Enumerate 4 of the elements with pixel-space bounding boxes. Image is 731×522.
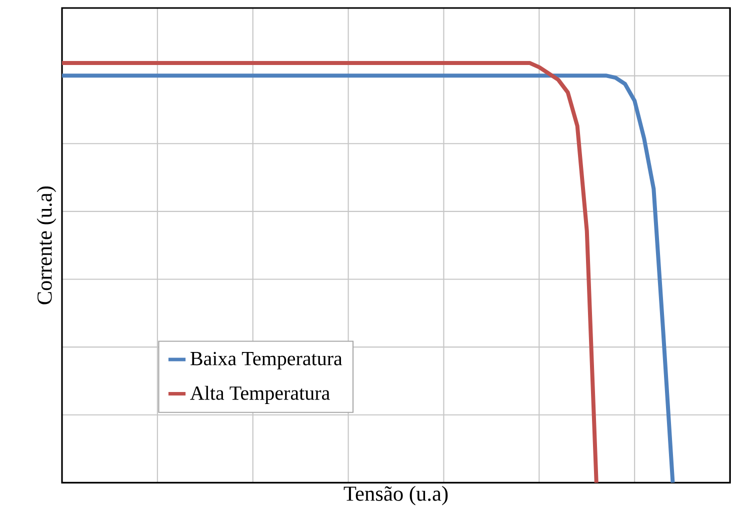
y-axis-title: Corrente (u.a) [36, 186, 56, 304]
legend-label: Alta Temperatura [190, 386, 330, 404]
legend-label: Baixa Temperatura [190, 352, 342, 370]
x-axis-title: Tensão (u.a) [344, 486, 448, 506]
